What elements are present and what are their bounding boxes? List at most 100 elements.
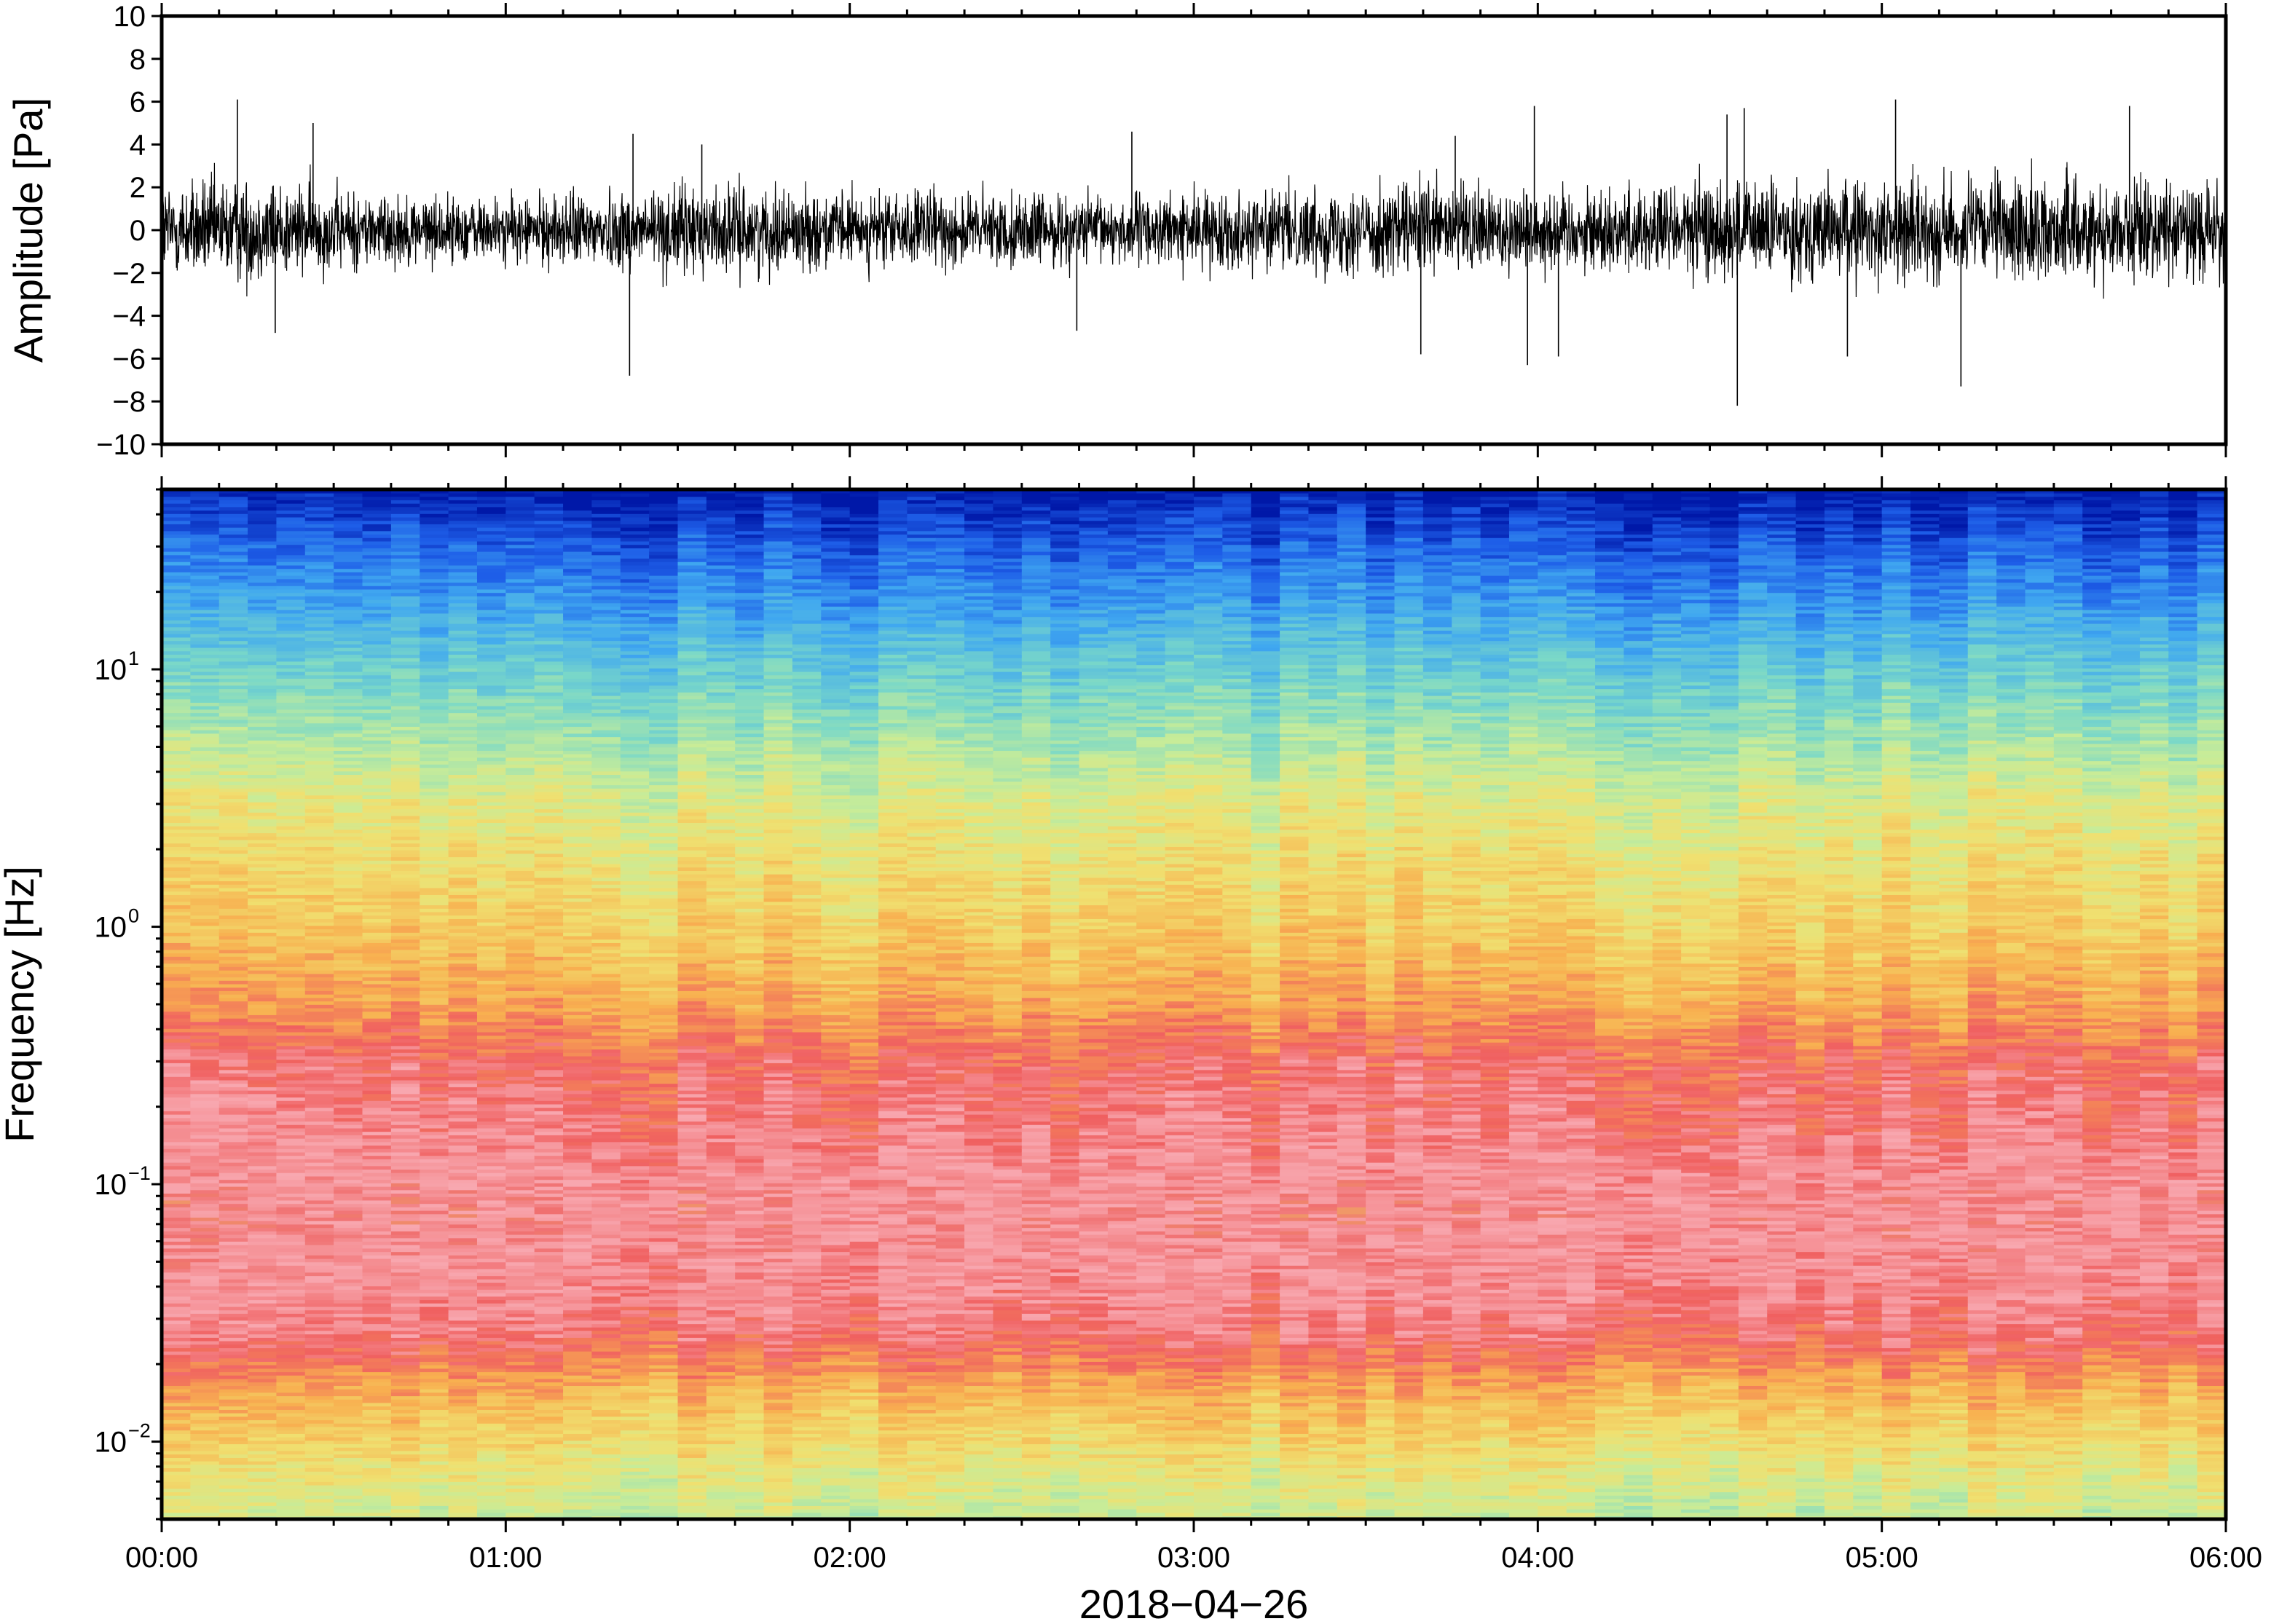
- spectrogram-cell: [248, 1467, 277, 1472]
- spectrogram-cell: [449, 1179, 478, 1183]
- spectrogram-cell: [563, 575, 592, 580]
- spectrogram-cell: [449, 1419, 478, 1424]
- spectrogram-cell: [477, 1159, 506, 1163]
- spectrogram-cell: [248, 541, 277, 545]
- spectrogram-cell: [190, 795, 219, 799]
- spectrogram-cell: [190, 720, 219, 724]
- spectrogram-cell: [477, 627, 506, 631]
- spectrogram-cell: [305, 1028, 334, 1033]
- spectrogram-cell: [505, 1451, 535, 1455]
- spectrogram-cell: [334, 1409, 363, 1414]
- spectrogram-cell: [449, 1375, 478, 1379]
- spectrogram-cell: [449, 527, 478, 532]
- spectrogram-cell: [563, 774, 592, 779]
- spectrogram-cell: [248, 620, 277, 624]
- spectrogram-cell: [305, 1097, 334, 1101]
- spectrogram-cell: [505, 1371, 535, 1376]
- spectrogram-cell: [219, 1148, 248, 1153]
- waveform-y-tick-label: −6: [112, 343, 146, 375]
- spectrogram-cell: [535, 950, 564, 954]
- spectrogram-cell: [535, 1080, 564, 1084]
- spectrogram-cell: [363, 1155, 392, 1159]
- spectrogram-cell: [505, 616, 535, 620]
- spectrogram-cell: [219, 898, 248, 902]
- spectrogram-cell: [248, 1176, 277, 1180]
- spectrogram-cell: [190, 1176, 219, 1180]
- spectrogram-cell: [276, 500, 305, 504]
- spectrogram-cell: [248, 579, 277, 583]
- spectrogram-cell: [449, 661, 478, 666]
- spectrogram-cell: [420, 1357, 449, 1362]
- spectrogram-cell: [190, 1491, 219, 1496]
- spectrogram-cell: [535, 960, 564, 964]
- spectrogram-cell: [305, 1344, 334, 1349]
- spectrogram-cell: [363, 658, 392, 662]
- spectrogram-cell: [219, 1217, 248, 1221]
- spectrogram-cell: [563, 1457, 592, 1462]
- spectrogram-cell: [248, 613, 277, 618]
- spectrogram-cell: [391, 912, 420, 916]
- spectrogram-cell: [420, 1489, 449, 1493]
- spectrogram-cell: [477, 760, 506, 765]
- spectrogram-cell: [420, 798, 449, 803]
- spectrogram-cell: [591, 1107, 621, 1111]
- spectrogram-cell: [420, 884, 449, 888]
- spectrogram-cell: [477, 836, 506, 840]
- spectrogram-cell: [305, 1361, 334, 1365]
- spectrogram-cell: [505, 1111, 535, 1115]
- spectrogram-cell: [334, 792, 363, 796]
- spectrogram-cell: [449, 720, 478, 724]
- spectrogram-cell: [449, 1066, 478, 1071]
- spectrogram-cell: [477, 929, 506, 933]
- spectrogram-cell: [334, 939, 363, 943]
- spectrogram-cell: [391, 1443, 420, 1448]
- spectrogram-cell: [305, 1413, 334, 1417]
- spectrogram-cell: [219, 1262, 248, 1266]
- spectrogram-cell: [219, 894, 248, 899]
- spectrogram-cell: [334, 850, 363, 854]
- spectrogram-cell: [391, 1080, 420, 1084]
- spectrogram-cell: [449, 908, 478, 912]
- spectrogram-cell: [535, 723, 564, 728]
- spectrogram-cell: [363, 984, 392, 988]
- spectrogram-cell: [334, 678, 363, 682]
- spectrogram-cell: [505, 1155, 535, 1159]
- spectrogram-cell: [391, 1337, 420, 1341]
- spectrogram-cell: [563, 1299, 592, 1304]
- spectrogram-cell: [477, 1279, 506, 1283]
- spectrogram-cell: [535, 1049, 564, 1053]
- spectrogram-cell: [162, 1107, 191, 1111]
- spectrogram-cell: [420, 1059, 449, 1063]
- spectrogram-cell: [420, 822, 449, 827]
- spectrogram-cell: [505, 1042, 535, 1046]
- spectrogram-cell: [505, 1365, 535, 1369]
- spectrogram-cell: [190, 1245, 219, 1249]
- spectrogram-cell: [477, 974, 506, 978]
- spectrogram-cell: [420, 702, 449, 706]
- spectrogram-cell: [334, 716, 363, 720]
- spectrogram-cell: [449, 754, 478, 758]
- spectrogram-cell: [162, 1008, 191, 1012]
- spectrogram-cell: [505, 1083, 535, 1087]
- spectrogram-cell: [449, 1430, 478, 1434]
- spectrogram-cell: [505, 1118, 535, 1122]
- spectrogram-cell: [334, 1509, 363, 1513]
- spectrogram-cell: [535, 802, 564, 806]
- spectrogram-cell: [219, 1014, 248, 1019]
- spectrogram-cell: [535, 1022, 564, 1026]
- spectrogram-cell: [449, 781, 478, 786]
- spectrogram-cell: [190, 977, 219, 981]
- spectrogram-cell: [591, 1172, 621, 1177]
- spectrogram-cell: [420, 520, 449, 524]
- spectrogram-cell: [276, 664, 305, 669]
- spectrogram-cell: [477, 1231, 506, 1235]
- spectrogram-cell: [190, 980, 219, 985]
- spectrogram-cell: [219, 603, 248, 607]
- spectrogram-cell: [505, 1004, 535, 1009]
- spectrogram-cell: [505, 1131, 535, 1135]
- spectrogram-cell: [591, 980, 621, 985]
- spectrogram-cell: [248, 596, 277, 600]
- spectrogram-cell: [505, 918, 535, 923]
- spectrogram-cell: [162, 1255, 191, 1259]
- spectrogram-cell: [334, 1502, 363, 1506]
